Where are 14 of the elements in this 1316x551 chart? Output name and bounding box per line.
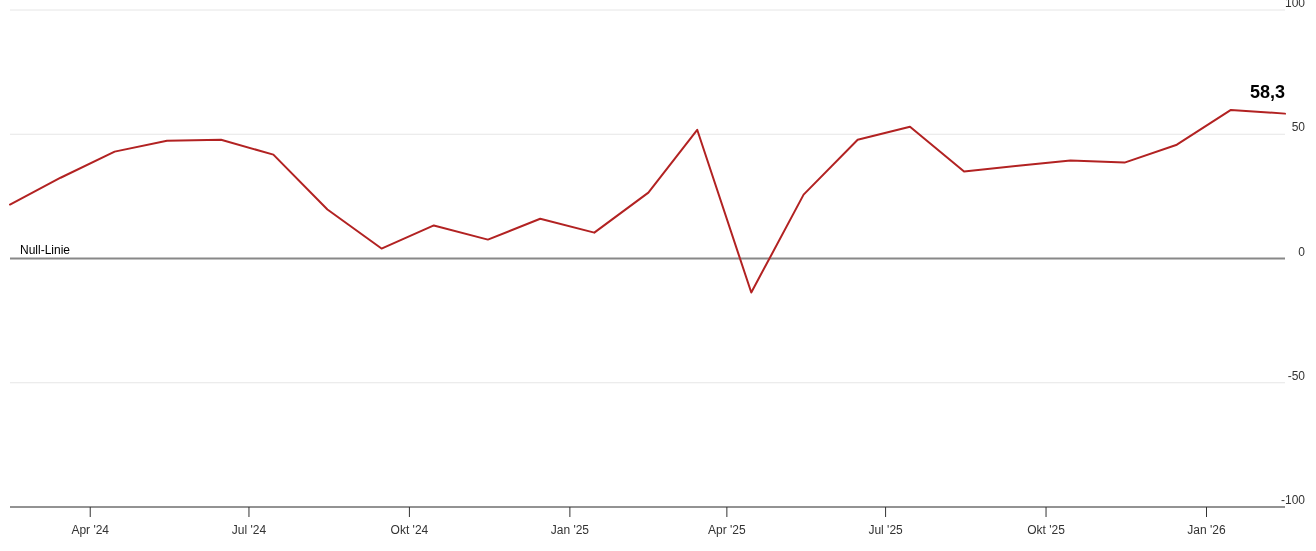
x-tick-label: Jul '24 xyxy=(231,523,267,537)
x-tick-label: Jan '26 xyxy=(1187,523,1226,537)
x-tick-label: Apr '25 xyxy=(708,523,747,537)
x-tick-label: Okt '25 xyxy=(1027,523,1066,537)
y-tick-label: -100 xyxy=(1280,493,1306,507)
x-tick-label: Okt '24 xyxy=(390,523,429,537)
ref-line-label: Null-Linie xyxy=(20,242,71,257)
data-label: 58,3 xyxy=(1249,81,1285,102)
x-tick-label: Apr '24 xyxy=(71,523,110,537)
y-tick-label: 50 xyxy=(1291,120,1306,135)
x-tick-label: Jan '25 xyxy=(550,523,590,537)
x-tick-label: Jul '25 xyxy=(868,523,904,537)
y-tick-label: 0 xyxy=(1298,244,1306,259)
y-tick-label: -50 xyxy=(1287,368,1306,383)
